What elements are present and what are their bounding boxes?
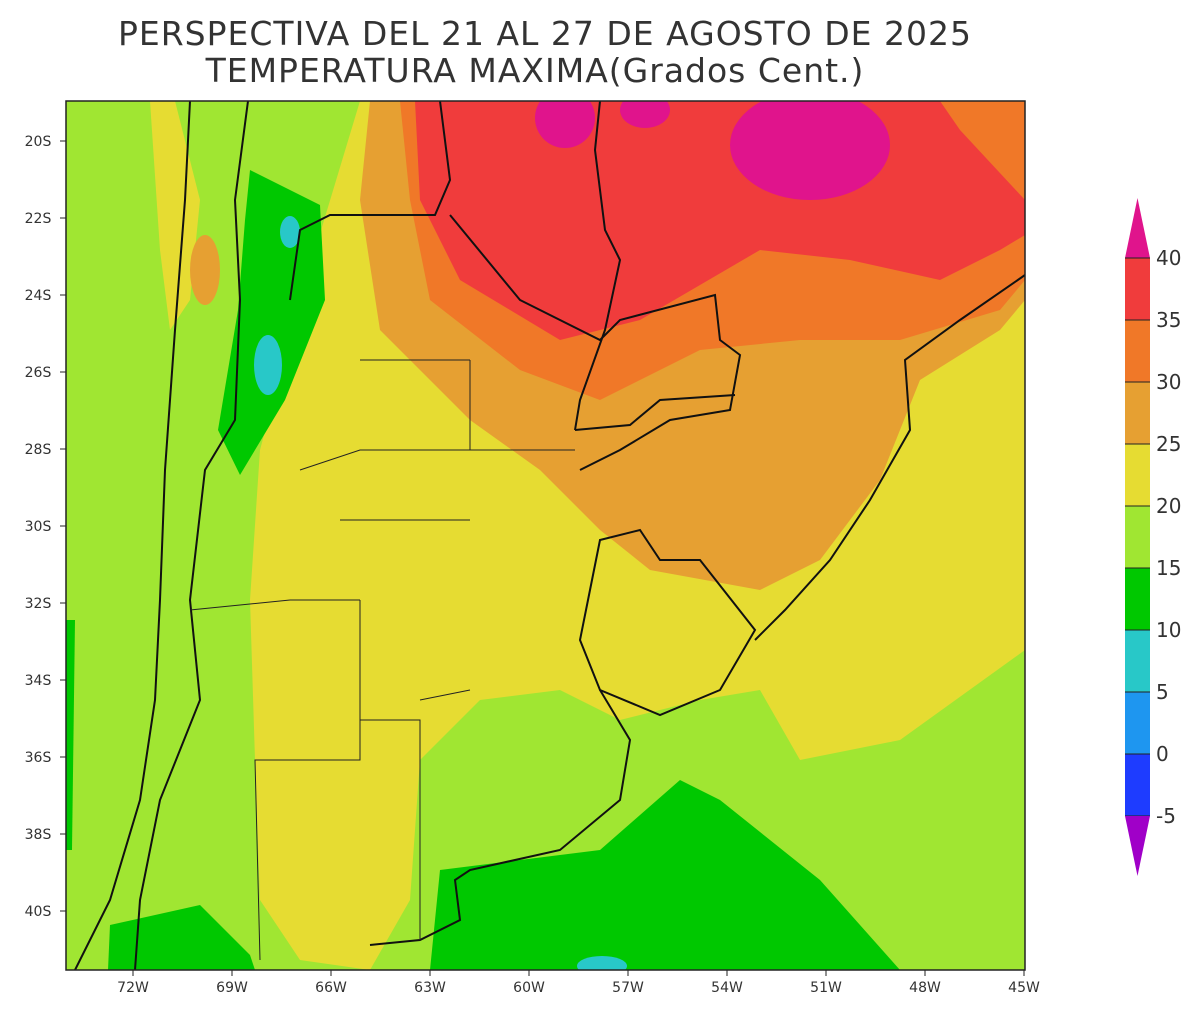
- latitude-label: 30S: [25, 519, 52, 535]
- colorbar-segment: [1125, 630, 1150, 692]
- colorbar-label: 40: [1156, 246, 1181, 270]
- colorbar-label: 30: [1156, 370, 1181, 394]
- longitude-label: 51W: [810, 980, 842, 996]
- colorbar: 40 35 30 25 20 15 10 5 0 -5: [1125, 198, 1181, 876]
- title-line-1: PERSPECTIVA DEL 21 AL 27 DE AGOSTO DE 20…: [118, 14, 972, 53]
- colorbar-segment: [1125, 444, 1150, 506]
- longitude-label: 63W: [414, 980, 446, 996]
- latitude-label: 34S: [25, 673, 52, 689]
- latitude-label: 22S: [25, 211, 52, 227]
- colorbar-label: 25: [1156, 432, 1181, 456]
- colorbar-tip-bottom: [1125, 816, 1150, 876]
- latitude-label: 32S: [25, 596, 52, 612]
- colorbar-label: 20: [1156, 494, 1181, 518]
- latitude-label: 28S: [25, 442, 52, 458]
- colorbar-label: -5: [1156, 804, 1176, 828]
- longitude-label: 60W: [513, 980, 545, 996]
- colorbar-segment: [1125, 382, 1150, 444]
- longitude-label: 57W: [612, 980, 644, 996]
- latitude-label: 24S: [25, 288, 52, 304]
- longitude-label: 45W: [1008, 980, 1040, 996]
- longitude-label: 69W: [216, 980, 248, 996]
- latitude-label: 36S: [25, 750, 52, 766]
- latitude-label: 20S: [25, 134, 52, 150]
- map-frame: [65, 100, 1026, 971]
- colorbar-segment: [1125, 506, 1150, 568]
- longitude-label: 48W: [909, 980, 941, 996]
- longitude-label: 72W: [117, 980, 149, 996]
- title-line-2: TEMPERATURA MAXIMA(Grados Cent.): [205, 51, 865, 90]
- colorbar-tip-top: [1125, 198, 1150, 258]
- colorbar-segment: [1125, 692, 1150, 754]
- latitude-label: 26S: [25, 365, 52, 381]
- colorbar-label: 0: [1156, 742, 1169, 766]
- colorbar-segment: [1125, 258, 1150, 320]
- longitude-label: 54W: [711, 980, 743, 996]
- colorbar-segment: [1125, 568, 1150, 630]
- colorbar-segment: [1125, 754, 1150, 816]
- colorbar-segment: [1125, 320, 1150, 382]
- temperature-field: [66, 101, 1025, 970]
- latitude-label: 38S: [25, 827, 52, 843]
- longitude-label: 66W: [315, 980, 347, 996]
- colorbar-label: 15: [1156, 556, 1181, 580]
- colorbar-label: 35: [1156, 308, 1181, 332]
- latitude-label: 40S: [25, 904, 52, 920]
- colorbar-label: 5: [1156, 680, 1169, 704]
- colorbar-label: 10: [1156, 618, 1181, 642]
